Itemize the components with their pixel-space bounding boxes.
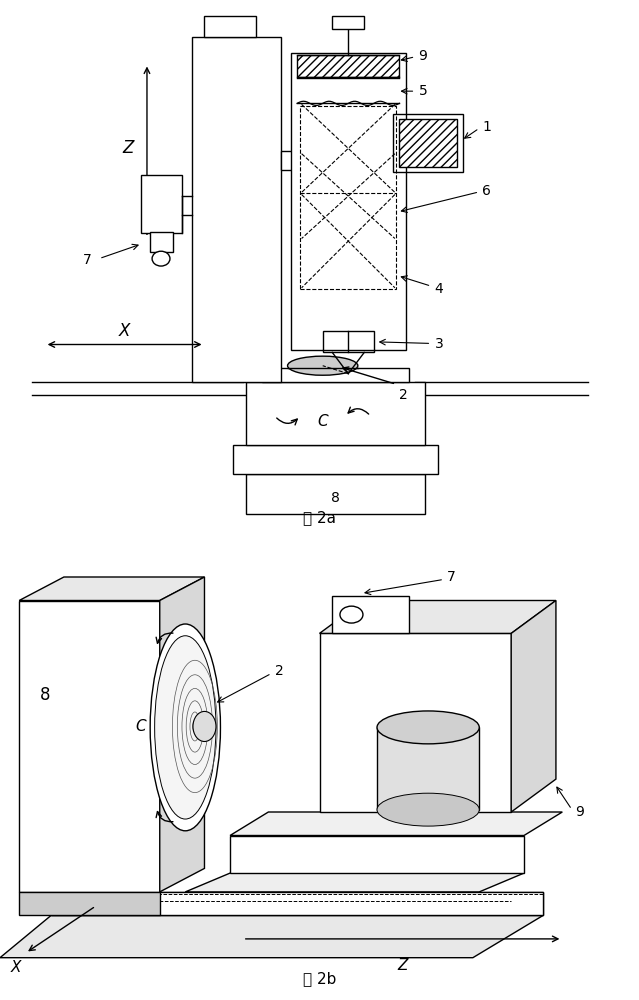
Polygon shape — [19, 892, 160, 915]
Text: 图 2a: 图 2a — [303, 510, 336, 525]
Polygon shape — [51, 892, 543, 915]
Ellipse shape — [155, 636, 216, 819]
Polygon shape — [377, 727, 479, 810]
Text: 8: 8 — [331, 491, 340, 505]
Text: 5: 5 — [419, 84, 427, 98]
Polygon shape — [230, 836, 524, 873]
Bar — [399, 119, 457, 167]
Text: Z: Z — [122, 139, 134, 157]
Bar — [204, 16, 256, 37]
Bar — [300, 106, 396, 289]
Ellipse shape — [377, 793, 479, 826]
Bar — [262, 368, 409, 382]
Bar — [233, 445, 438, 474]
Bar — [150, 232, 173, 252]
Text: 3: 3 — [435, 338, 443, 352]
Text: 6: 6 — [482, 184, 491, 198]
Bar — [246, 474, 425, 514]
Ellipse shape — [340, 606, 363, 623]
Polygon shape — [320, 633, 511, 812]
Bar — [297, 55, 399, 77]
Ellipse shape — [288, 356, 358, 375]
Text: X: X — [11, 960, 21, 975]
Text: 2: 2 — [275, 664, 284, 678]
Text: 2: 2 — [399, 388, 408, 402]
Bar — [323, 331, 374, 352]
Text: 4: 4 — [435, 282, 443, 296]
Polygon shape — [0, 915, 543, 958]
Ellipse shape — [152, 251, 170, 266]
Text: C: C — [135, 719, 146, 734]
Text: 7: 7 — [447, 570, 456, 584]
Polygon shape — [19, 600, 160, 892]
Text: C: C — [318, 414, 328, 429]
Text: 8: 8 — [40, 686, 50, 704]
Text: 9: 9 — [419, 49, 427, 63]
Bar — [393, 114, 463, 172]
Bar — [332, 16, 364, 29]
Ellipse shape — [377, 711, 479, 744]
Ellipse shape — [193, 711, 216, 742]
Text: X: X — [119, 322, 130, 340]
Bar — [192, 37, 281, 382]
Polygon shape — [185, 873, 524, 892]
Text: 9: 9 — [575, 805, 584, 819]
Polygon shape — [332, 596, 409, 633]
Bar — [246, 382, 425, 445]
Ellipse shape — [150, 624, 220, 831]
Bar — [291, 53, 406, 350]
Polygon shape — [19, 577, 204, 600]
Polygon shape — [51, 892, 543, 915]
Polygon shape — [320, 600, 556, 633]
Text: 图 2b: 图 2b — [303, 971, 336, 986]
Polygon shape — [230, 812, 562, 836]
Text: Z: Z — [397, 958, 408, 973]
Text: 7: 7 — [83, 253, 92, 267]
Polygon shape — [160, 577, 204, 892]
Text: 1: 1 — [482, 120, 491, 134]
Bar — [281, 151, 313, 170]
Bar — [141, 175, 182, 233]
Polygon shape — [511, 600, 556, 812]
